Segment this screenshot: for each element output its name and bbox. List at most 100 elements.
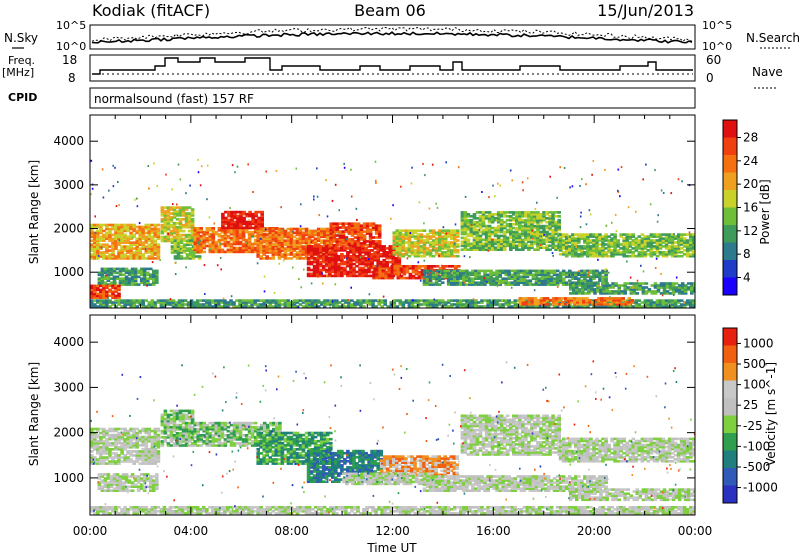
power-cell bbox=[347, 301, 351, 304]
power-cell bbox=[271, 235, 276, 239]
power-cell bbox=[474, 275, 478, 279]
power-cell bbox=[102, 237, 106, 241]
power-cell bbox=[254, 218, 258, 222]
power-cell bbox=[340, 258, 344, 262]
power-cell bbox=[561, 245, 566, 248]
power-cell bbox=[150, 247, 155, 250]
power-cell bbox=[394, 256, 399, 260]
power-cell bbox=[93, 284, 97, 288]
power-cell bbox=[223, 301, 227, 304]
power-cell bbox=[277, 255, 282, 258]
power-cell bbox=[211, 305, 215, 308]
power-cell bbox=[507, 277, 511, 280]
noise-right-tick-low: 10^0 bbox=[702, 40, 732, 53]
power-cell bbox=[652, 233, 657, 236]
power-cell bbox=[147, 227, 152, 231]
power-cell bbox=[593, 290, 597, 293]
power-cell bbox=[147, 251, 152, 254]
power-cell bbox=[172, 229, 177, 233]
power-cell bbox=[238, 234, 243, 238]
power-cell bbox=[605, 288, 609, 291]
power-cell bbox=[153, 253, 158, 256]
power-cell bbox=[420, 274, 425, 278]
power-cell bbox=[383, 301, 387, 304]
power-cell bbox=[422, 269, 427, 273]
power-cell bbox=[440, 277, 445, 280]
power-cell bbox=[507, 305, 511, 308]
power-cell bbox=[518, 224, 522, 228]
power-cell bbox=[193, 234, 197, 238]
power-cell bbox=[407, 247, 412, 250]
power-cell bbox=[239, 216, 243, 220]
power-cell bbox=[387, 274, 392, 278]
power-cell bbox=[340, 272, 344, 276]
power-cell bbox=[431, 299, 436, 302]
power-cell bbox=[459, 301, 463, 304]
power-cell bbox=[235, 299, 239, 302]
power-cell bbox=[401, 247, 406, 250]
power-cell bbox=[117, 294, 121, 298]
power-cell bbox=[198, 299, 203, 302]
power-cell bbox=[545, 232, 549, 236]
power-cell bbox=[662, 292, 667, 295]
power-cell bbox=[322, 227, 327, 231]
power-cell bbox=[146, 267, 150, 271]
power-cell bbox=[306, 274, 311, 278]
power-cell bbox=[571, 275, 575, 279]
power-cell bbox=[329, 230, 334, 233]
power-cell bbox=[371, 299, 375, 302]
power-cell bbox=[169, 229, 174, 233]
power-cell bbox=[123, 229, 127, 233]
power-cell bbox=[202, 244, 206, 248]
power-cell bbox=[518, 299, 523, 302]
power-cell bbox=[152, 277, 156, 280]
power-cell bbox=[248, 214, 252, 218]
power-cell bbox=[256, 235, 260, 239]
power-cell bbox=[337, 254, 341, 258]
power-cell bbox=[486, 275, 490, 279]
power-cell bbox=[456, 299, 460, 302]
power-cell bbox=[390, 276, 395, 280]
power-cell bbox=[132, 235, 136, 239]
power-cell bbox=[265, 249, 269, 252]
power-cell bbox=[138, 235, 142, 239]
power-cell bbox=[186, 305, 191, 308]
power-cell bbox=[313, 303, 318, 306]
power-cell bbox=[346, 253, 350, 256]
power-cell bbox=[475, 222, 480, 226]
power-cell bbox=[509, 240, 513, 244]
power-cell bbox=[172, 225, 177, 229]
power-cell bbox=[121, 273, 126, 277]
power-cell bbox=[580, 247, 584, 250]
power-cell bbox=[390, 265, 395, 268]
power-cell bbox=[283, 239, 288, 242]
power-cell bbox=[422, 271, 427, 275]
power-cell bbox=[637, 251, 642, 254]
power-cell bbox=[132, 253, 136, 256]
power-cell bbox=[111, 243, 115, 246]
power-cell bbox=[484, 226, 489, 230]
power-cell bbox=[616, 243, 620, 246]
power-cell bbox=[608, 292, 612, 295]
power-cell bbox=[136, 271, 141, 275]
power-cell bbox=[135, 251, 139, 254]
power-cell bbox=[304, 305, 309, 308]
power-cell bbox=[277, 247, 282, 250]
power-cell bbox=[446, 249, 451, 252]
power-cell bbox=[262, 235, 266, 239]
power-cell bbox=[407, 229, 412, 232]
power-cell bbox=[329, 228, 334, 231]
power-cell bbox=[453, 299, 457, 302]
power-cell bbox=[352, 270, 356, 274]
power-cell bbox=[661, 251, 666, 254]
power-cell bbox=[416, 247, 421, 250]
power-cell bbox=[487, 248, 492, 251]
power-cell bbox=[220, 230, 225, 234]
power-cell bbox=[111, 257, 115, 260]
power-cell bbox=[340, 274, 344, 278]
power-cell bbox=[596, 290, 600, 293]
power-cell bbox=[571, 249, 575, 252]
freq-label-2: [MHz] bbox=[2, 66, 34, 79]
power-cell bbox=[358, 247, 362, 250]
power-cell bbox=[649, 245, 654, 248]
